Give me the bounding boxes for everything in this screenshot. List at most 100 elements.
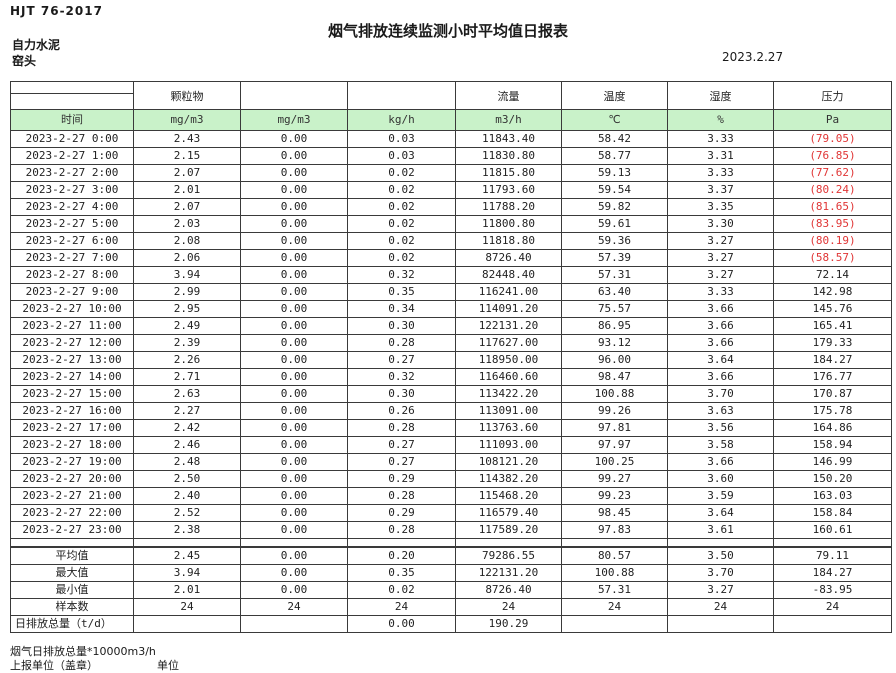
cell-value: 24	[773, 598, 892, 616]
cell-value: (79.05)	[773, 130, 892, 148]
unit-mgm3: mg/m3	[240, 109, 348, 131]
cell-time: 2023-2-27 19:00	[10, 453, 134, 471]
cell-value: 176.77	[773, 368, 892, 386]
cell-value: 97.81	[561, 419, 668, 437]
cell-value: 0.03	[347, 147, 456, 165]
cell-value: (80.24)	[773, 181, 892, 199]
data-rows: 2023-2-27 0:00 2.43 0.00 0.03 11843.40 58.42 3…	[10, 130, 892, 539]
cell-summary-label: 平均值	[10, 546, 134, 565]
cell-value: 0.00	[240, 181, 348, 199]
table-row: 2023-2-27 21:00 2.40 0.00 0.28 115468.20 99.2…	[10, 487, 892, 505]
cell-value	[773, 615, 892, 633]
spacer-cell	[10, 538, 134, 548]
unit-pm-mgm3: mg/m3	[133, 109, 241, 131]
cell-value: 0.00	[240, 266, 348, 284]
cell-value: 0.02	[347, 198, 456, 216]
cell-value: 2.50	[133, 470, 241, 488]
cell-value: 111093.00	[455, 436, 562, 454]
header-time-top-cell	[10, 81, 134, 94]
cell-value: 2.06	[133, 249, 241, 267]
cell-value: 175.78	[773, 402, 892, 420]
cell-value: (77.62)	[773, 164, 892, 182]
cell-value: 0.00	[240, 300, 348, 318]
cell-value: 2.48	[133, 453, 241, 471]
cell-value: 108121.20	[455, 453, 562, 471]
cell-time: 2023-2-27 20:00	[10, 470, 134, 488]
cell-value: 3.94	[133, 266, 241, 284]
cell-value: 0.28	[347, 334, 456, 352]
cell-value: 0.00	[240, 470, 348, 488]
cell-value: 2.03	[133, 215, 241, 233]
cell-value: 3.94	[133, 564, 241, 582]
summary-row: 样本数 24 24 24 24 24 24 24	[10, 598, 892, 616]
cell-value: 114382.20	[455, 470, 562, 488]
cell-value: 0.02	[347, 215, 456, 233]
cell-value: 3.27	[667, 266, 774, 284]
cell-value: 100.88	[561, 385, 668, 403]
spacer-section	[10, 538, 892, 548]
cell-value: 59.82	[561, 198, 668, 216]
table-row: 2023-2-27 7:00 2.06 0.00 0.02 8726.40 57.39 3.…	[10, 249, 892, 267]
cell-value: 0.28	[347, 487, 456, 505]
cell-value: 2.45	[133, 546, 241, 565]
table-row: 2023-2-27 16:00 2.27 0.00 0.26 113091.00 99.2…	[10, 402, 892, 420]
cell-value: 0.26	[347, 402, 456, 420]
cell-value: 116241.00	[455, 283, 562, 301]
cell-value: 0.28	[347, 419, 456, 437]
cell-value: 150.20	[773, 470, 892, 488]
table-row: 2023-2-27 5:00 2.03 0.00 0.02 11800.80 59.61 3…	[10, 215, 892, 233]
cell-value: 0.30	[347, 385, 456, 403]
cell-value: 0.00	[240, 419, 348, 437]
cell-value: 0.02	[347, 181, 456, 199]
cell-value: 115468.20	[455, 487, 562, 505]
cell-value: 11830.80	[455, 147, 562, 165]
cell-value: 0.00	[240, 351, 348, 369]
cell-value: 2.26	[133, 351, 241, 369]
cell-value: 0.20	[347, 546, 456, 565]
cell-value: 2.40	[133, 487, 241, 505]
cell-value	[133, 615, 241, 633]
table-row: 2023-2-27 9:00 2.99 0.00 0.35 116241.00 63.40…	[10, 283, 892, 301]
cell-value: 2.08	[133, 232, 241, 250]
cell-value: 11818.80	[455, 232, 562, 250]
table-row: 2023-2-27 4:00 2.07 0.00 0.02 11788.20 59.82 3…	[10, 198, 892, 216]
col-header-temperature: 温度	[561, 81, 668, 110]
unit-kgh: kg/h	[347, 109, 456, 131]
cell-time: 2023-2-27 21:00	[10, 487, 134, 505]
table-row: 2023-2-27 22:00 2.52 0.00 0.29 116579.40 98.4…	[10, 504, 892, 522]
table-row: 2023-2-27 0:00 2.43 0.00 0.03 11843.40 58.42 3…	[10, 130, 892, 148]
unit-m3h: m3/h	[455, 109, 562, 131]
cell-value: 3.66	[667, 368, 774, 386]
cell-value: 57.39	[561, 249, 668, 267]
cell-value: 184.27	[773, 351, 892, 369]
table-row: 2023-2-27 11:00 2.49 0.00 0.30 122131.20 86.9…	[10, 317, 892, 335]
cell-value: 0.00	[240, 215, 348, 233]
cell-value: 24	[133, 598, 241, 616]
cell-value: 122131.20	[455, 564, 562, 582]
summary-row: 平均值 2.45 0.00 0.20 79286.55 80.57 3.50 79.11	[10, 546, 892, 565]
cell-value: 3.27	[667, 232, 774, 250]
table-row: 2023-2-27 13:00 2.26 0.00 0.27 118950.00 96.0…	[10, 351, 892, 369]
cell-value: 3.66	[667, 300, 774, 318]
summary-row: 日排放总量（t/d） 0.00 190.29	[10, 615, 892, 633]
cell-value: 24	[561, 598, 668, 616]
cell-value: 0.27	[347, 436, 456, 454]
table-header: 颗粒物 流量 温度 湿度 压力 时间 mg/m3 mg/m3 kg/h m3/h…	[10, 81, 892, 131]
cell-value: 0.29	[347, 504, 456, 522]
cell-value: 2.63	[133, 385, 241, 403]
unit-pa: Pa	[773, 109, 892, 131]
cell-time: 2023-2-27 23:00	[10, 521, 134, 539]
cell-value: 3.30	[667, 215, 774, 233]
summary-row: 最大值 3.94 0.00 0.35 122131.20 100.88 3.70 184.27	[10, 564, 892, 582]
col-header-humidity: 湿度	[667, 81, 774, 110]
cell-value: 0.00	[240, 368, 348, 386]
cell-value: 164.86	[773, 419, 892, 437]
cell-value: 0.00	[240, 436, 348, 454]
cell-value: 58.77	[561, 147, 668, 165]
cell-time: 2023-2-27 16:00	[10, 402, 134, 420]
table-row: 2023-2-27 12:00 2.39 0.00 0.28 117627.00 93.1…	[10, 334, 892, 352]
cell-value: 0.00	[240, 521, 348, 539]
cell-value: 3.33	[667, 283, 774, 301]
cell-value: 3.59	[667, 487, 774, 505]
cell-value: 0.00	[240, 546, 348, 565]
